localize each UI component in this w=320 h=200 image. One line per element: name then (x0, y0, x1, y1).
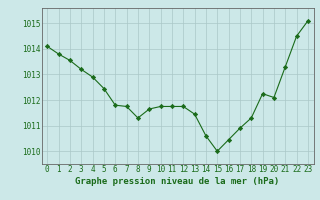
X-axis label: Graphe pression niveau de la mer (hPa): Graphe pression niveau de la mer (hPa) (76, 177, 280, 186)
